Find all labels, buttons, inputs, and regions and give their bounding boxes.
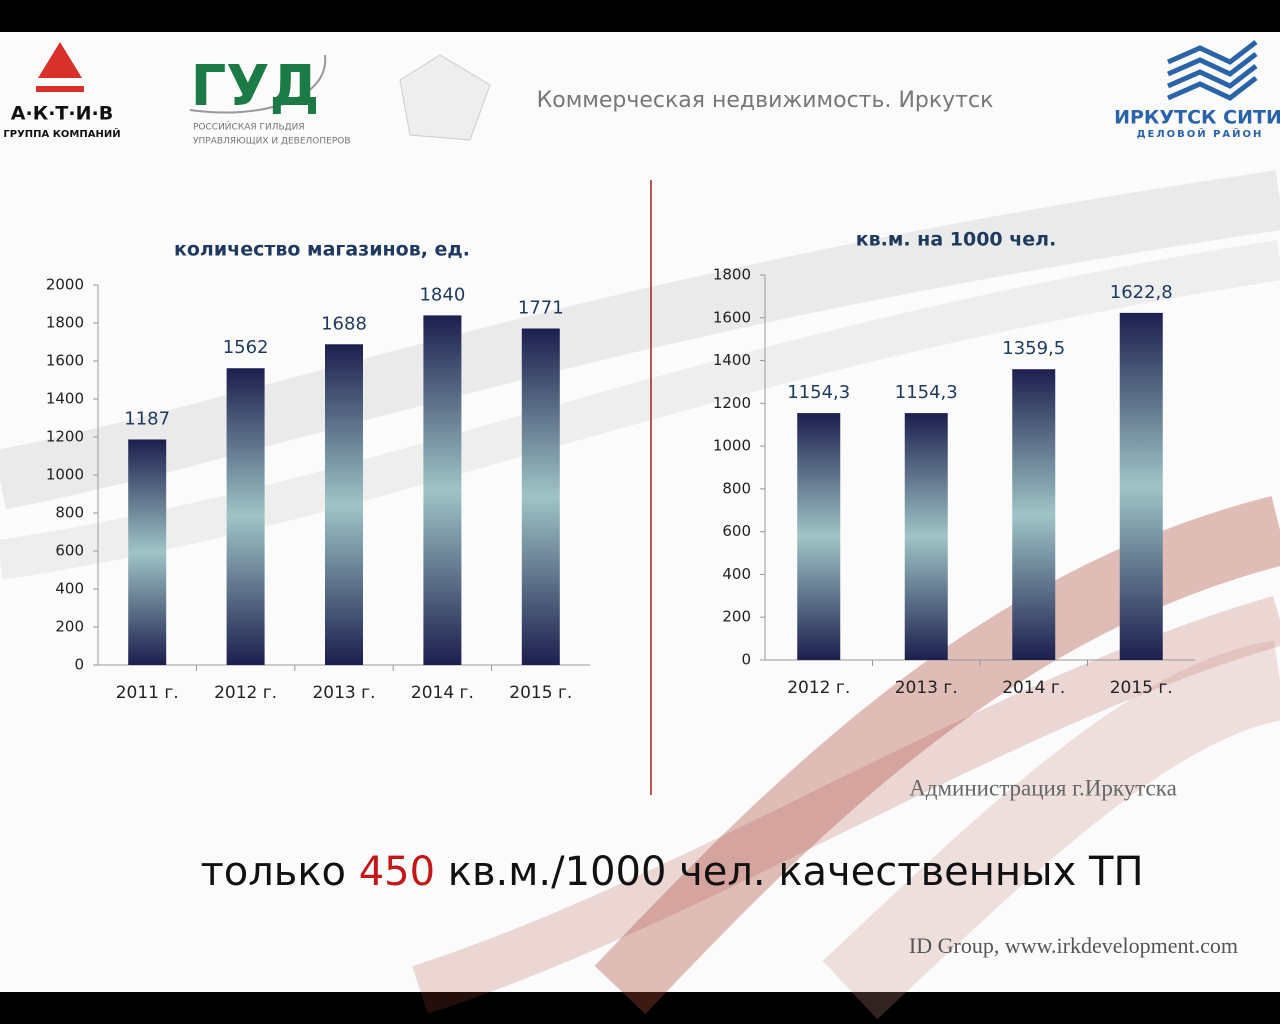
data-label: 1154,3: [895, 382, 958, 403]
source: Администрация г.Иркутска: [909, 775, 1177, 800]
logo-text: ИРКУТСК СИТИ: [1114, 107, 1280, 129]
y-tick-label: 2000: [46, 276, 84, 294]
header-title: Коммерческая недвижимость. Иркутск: [537, 88, 994, 113]
y-tick-label: 1800: [46, 314, 84, 332]
bar: [1012, 369, 1056, 660]
x-tick-label: 2014 г.: [1002, 678, 1065, 698]
y-tick-label: 1000: [46, 466, 84, 484]
slide-background: [0, 32, 1280, 992]
y-tick-label: 600: [722, 522, 751, 540]
bar: [797, 413, 841, 660]
headline-text: только: [200, 849, 346, 895]
x-tick-label: 2015 г.: [509, 683, 572, 703]
y-tick-label: 800: [55, 504, 84, 522]
logo-subtext: РОССИЙСКАЯ ГИЛЬДИЯ: [193, 121, 305, 133]
logo-swoosh: [189, 54, 327, 114]
x-tick-label: 2013 г.: [895, 678, 958, 698]
y-tick-label: 0: [741, 651, 751, 669]
headline-text: кв.м./1000 чел. качественных ТП: [448, 849, 1144, 895]
footer: ID Group, www.irkdevelopment.com: [909, 933, 1238, 958]
logo-subtext: УПРАВЛЯЮЩИХ И ДЕВЕЛОПЕРОВ: [193, 137, 351, 147]
data-label: 1187: [124, 408, 170, 429]
logo-waves: [1166, 40, 1258, 101]
data-label: 1688: [321, 313, 367, 334]
x-tick-label: 2011 г.: [116, 683, 179, 703]
charts: количество магазинов, ед. 0 200 400 600 800 10…: [46, 229, 1195, 703]
logo-subtext: ГРУППА КОМПАНИЙ: [3, 127, 120, 140]
chart-title: кв.м. на 1000 чел.: [856, 229, 1057, 251]
bar: [904, 413, 948, 660]
y-tick-label: 1200: [713, 394, 751, 412]
x-tick-label: 2012 г.: [214, 683, 277, 703]
y-tick-label: 800: [722, 479, 751, 497]
y-tick-label: 1400: [713, 351, 751, 369]
x-tick-label: 2015 г.: [1110, 678, 1173, 698]
bar: [521, 328, 560, 665]
headline-highlight: 450: [359, 849, 435, 895]
data-label: 1562: [223, 337, 269, 358]
y-tick-label: 1600: [46, 352, 84, 370]
data-label: 1771: [518, 298, 564, 319]
data-label: 1840: [419, 284, 465, 305]
logo-subtext: ДЕЛОВОЙ РАЙОН: [1137, 127, 1264, 140]
y-tick-label: 0: [74, 656, 84, 674]
bar: [1119, 312, 1163, 660]
headline: только 450 кв.м./1000 чел. качественных …: [200, 849, 1143, 895]
y-tick-label: 1200: [46, 428, 84, 446]
x-tick-label: 2014 г.: [411, 683, 474, 703]
bar: [226, 368, 265, 665]
bar: [423, 315, 462, 665]
y-tick-label: 200: [722, 608, 751, 626]
chart-title: количество магазинов, ед.: [174, 239, 470, 261]
bar: [325, 344, 363, 665]
y-tick-label: 400: [55, 580, 84, 598]
data-label: 1154,3: [787, 382, 850, 403]
y-tick-label: 600: [55, 542, 84, 560]
logo-bar: [36, 86, 84, 92]
bar: [128, 439, 167, 665]
y-tick-label: 200: [55, 618, 84, 636]
logo-triangle: [38, 42, 82, 78]
y-tick-label: 1000: [713, 437, 751, 455]
x-tick-label: 2012 г.: [787, 678, 850, 698]
y-tick-label: 1400: [46, 390, 84, 408]
logo-house: [399, 54, 491, 141]
y-tick-label: 1800: [713, 266, 751, 284]
logo-text: А·К·Т·И·В: [11, 103, 113, 125]
x-tick-label: 2013 г.: [312, 683, 375, 703]
logo-text: ГУД: [191, 54, 320, 119]
data-label: 1622,8: [1110, 282, 1173, 303]
y-tick-label: 1600: [713, 308, 751, 326]
y-tick-label: 400: [722, 565, 751, 583]
data-label: 1359,5: [1002, 338, 1065, 359]
